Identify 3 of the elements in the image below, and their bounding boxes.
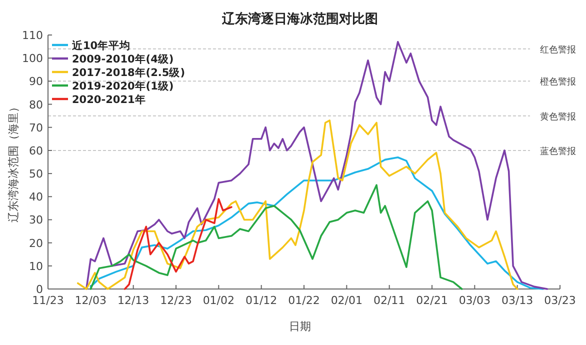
- title: 辽东湾逐日海冰范围对比图: [222, 12, 378, 27]
- xlabel: 日期: [289, 320, 311, 333]
- ylabel: 辽东湾海冰范围（海里）: [7, 102, 20, 222]
